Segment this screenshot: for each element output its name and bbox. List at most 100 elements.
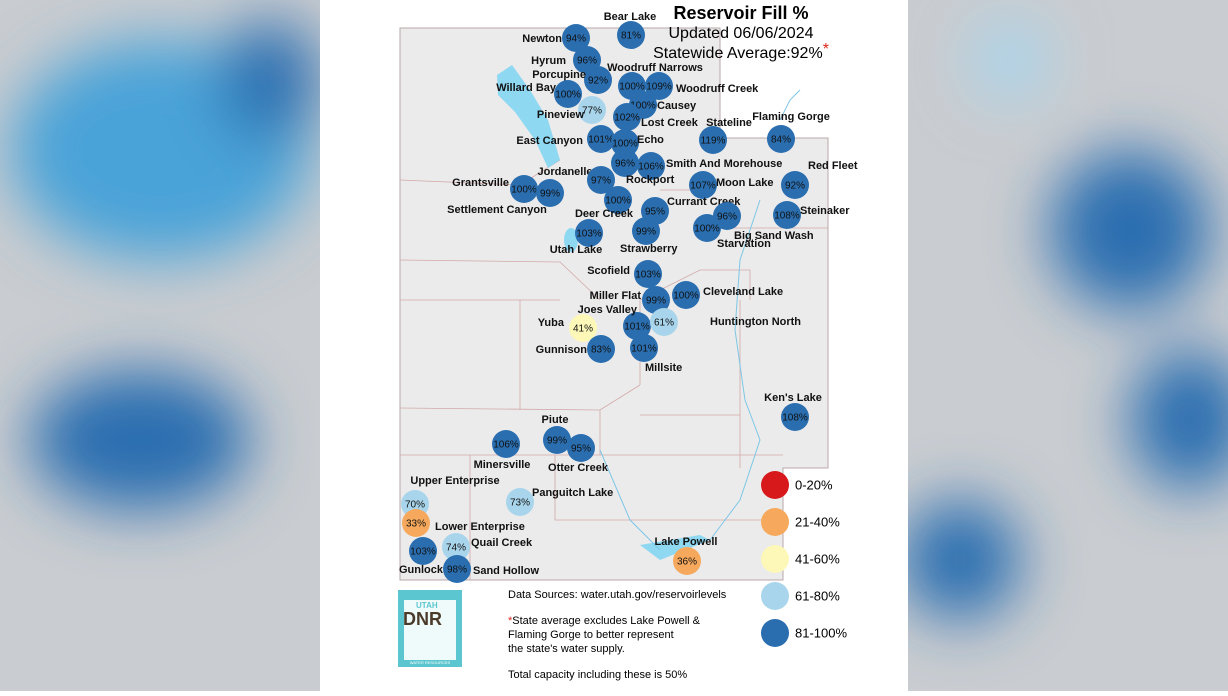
reservoir-name: Lower Enterprise (435, 521, 525, 533)
reservoir-fill: 108% (782, 413, 808, 424)
reservoir-marker (543, 426, 571, 454)
reservoir-name: Sand Hollow (473, 565, 539, 577)
reservoir-marker (630, 334, 658, 362)
reservoir-fill: 33% (406, 519, 426, 530)
legend: 0-20% 21-40% 41-60% 61-80% 81-100% (761, 471, 847, 647)
legend-label: 81-100% (795, 625, 847, 640)
statewide-average: Statewide Average:92% (653, 45, 823, 62)
legend-swatch (761, 582, 789, 610)
reservoir-fill: 100% (619, 82, 645, 93)
reservoir-name: Rockport (626, 174, 675, 186)
reservoir-fill: 41% (573, 324, 593, 335)
reservoir-fill: 100% (694, 224, 720, 235)
asterisk: * (823, 41, 829, 58)
reservoir-fill: 77% (582, 106, 602, 117)
reservoir-marker (642, 286, 670, 314)
reservoir-marker (587, 335, 615, 363)
reservoir-name: Echo (637, 134, 664, 146)
reservoir-name: Settlement Canyon (447, 204, 547, 216)
reservoir-fill: 74% (446, 543, 466, 554)
reservoir-marker (604, 186, 632, 214)
reservoir-marker (623, 312, 651, 340)
reservoir-name: Red Fleet (808, 160, 858, 172)
reservoir-fill: 99% (636, 227, 656, 238)
reservoir-fill: 96% (717, 212, 737, 223)
reservoir-name: Newton (522, 33, 562, 45)
logo-state: UTAH (416, 601, 438, 610)
reservoir-fill: 99% (646, 296, 666, 307)
reservoir-name: Piute (542, 414, 569, 426)
statewide-average-line: Statewide Average:92%* (653, 41, 829, 62)
reservoir-name: Ken's Lake (764, 392, 822, 404)
reservoir-marker (781, 171, 809, 199)
footnote-line: *State average excludes Lake Powell & (508, 615, 701, 627)
reservoir-marker (569, 314, 597, 342)
reservoir-name: Utah Lake (550, 244, 603, 256)
reservoir-fill: 81% (621, 31, 641, 42)
legend-swatch (761, 619, 789, 647)
reservoir-marker (613, 103, 641, 131)
reservoir-name: Miller Flat (590, 290, 642, 302)
reservoir-fill: 99% (547, 436, 567, 447)
reservoir-fill: 119% (701, 136, 726, 147)
reservoir-name: Willard Bay (496, 82, 557, 94)
reservoir-fill: 96% (615, 159, 635, 170)
reservoir-fill: 94% (566, 34, 586, 45)
reservoir-fill: 100% (605, 196, 631, 207)
reservoir-name: Steinaker (800, 205, 850, 217)
footnote-text: State average excludes Lake Powell & (512, 615, 700, 627)
reservoir-marker (773, 201, 801, 229)
reservoir-fill: 83% (591, 345, 611, 356)
blurred-backdrop (10, 20, 1228, 620)
reservoir-fill: 95% (571, 444, 591, 455)
reservoir-marker (634, 260, 662, 288)
reservoir-name: Smith And Morehouse (666, 158, 782, 170)
reservoir-fill: 97% (591, 176, 611, 187)
reservoir-marker (611, 129, 639, 157)
reservoir-fill: 92% (785, 181, 805, 192)
reservoir-name: Gunlock (399, 564, 444, 576)
reservoir-marker (672, 281, 700, 309)
reservoir-marker (689, 171, 717, 199)
footnote-text: the state's water supply. (508, 643, 625, 655)
reservoir-marker (637, 152, 665, 180)
reservoir-marker (617, 21, 645, 49)
reservoir-name: Flaming Gorge (752, 111, 830, 123)
reservoir-fill: 101% (588, 135, 614, 146)
reservoir-marker (442, 533, 470, 561)
reservoir-fill: 95% (645, 207, 665, 218)
title: Reservoir Fill % (673, 3, 808, 23)
reservoir-fill: 96% (577, 56, 597, 67)
reservoir-name: Cleveland Lake (703, 286, 783, 298)
reservoir-fill: 100% (630, 101, 656, 112)
reservoir-fill: 103% (576, 229, 602, 240)
reservoir-fill: 84% (771, 135, 791, 146)
reservoir-fill: 100% (673, 291, 699, 302)
reservoir-marker (402, 509, 430, 537)
reservoir-marker (699, 126, 727, 154)
reservoir-name: Big Sand Wash (734, 230, 814, 242)
reservoir-name: Woodruff Creek (676, 83, 759, 95)
reservoir-fill: 107% (690, 181, 716, 192)
legend-label: 21-40% (795, 514, 840, 529)
reservoir-marker (554, 80, 582, 108)
reservoir-name: Woodruff Narrows (607, 62, 703, 74)
reservoir-marker (510, 175, 538, 203)
reservoir-name: Pineview (537, 109, 585, 121)
reservoir-marker (781, 403, 809, 431)
reservoir-fill: 92% (588, 76, 608, 87)
reservoir-name: Huntington North (710, 316, 801, 328)
reservoir-name: Gunnison (536, 344, 588, 356)
footnote-text: Flaming Gorge to better represent (508, 629, 674, 641)
reservoir-marker (693, 214, 721, 242)
reservoir-marker (536, 179, 564, 207)
reservoir-marker (650, 308, 678, 336)
reservoir-marker (567, 434, 595, 462)
reservoir-fill: 101% (624, 322, 650, 333)
reservoir-fill: 103% (635, 270, 661, 281)
reservoir-name: Millsite (645, 362, 682, 374)
legend-label: 0-20% (795, 477, 833, 492)
reservoir-name: Lake Powell (655, 536, 718, 548)
reservoir-name: Panguitch Lake (532, 487, 613, 499)
